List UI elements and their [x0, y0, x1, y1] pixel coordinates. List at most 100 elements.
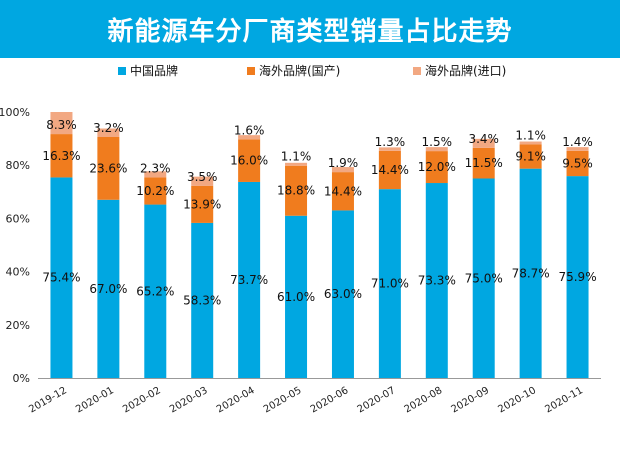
- x-tick-label: 2020-06: [309, 385, 351, 415]
- data-label-domestic: 58.3%: [183, 293, 221, 307]
- y-tick-label: 20%: [6, 319, 30, 332]
- x-tick-label: 2019-12: [27, 385, 69, 415]
- data-label-overseas-import: 1.3%: [375, 135, 406, 149]
- y-tick-label: 80%: [6, 159, 30, 172]
- bar-segment-overseas-import: [285, 162, 308, 166]
- legend-item-overseas-local: 海外品牌(国产): [247, 62, 340, 79]
- bar-segment-overseas-import: [378, 147, 401, 151]
- data-label-domestic: 78.7%: [512, 266, 550, 280]
- bar-segment-domestic: [519, 168, 542, 378]
- data-label-overseas-import: 2.3%: [140, 161, 171, 175]
- x-tick-label: 2020-10: [496, 385, 538, 415]
- data-label-overseas-import: 1.4%: [562, 135, 593, 149]
- bar-segment-overseas-local: [191, 185, 214, 223]
- data-label-overseas-import: 1.6%: [234, 123, 265, 137]
- data-label-domestic: 71.0%: [371, 277, 409, 291]
- legend-label-overseas-import: 海外品牌(进口): [425, 64, 507, 78]
- data-label-overseas-import: 3.2%: [93, 121, 124, 135]
- bar-segment-domestic: [50, 177, 73, 378]
- bar-segment-overseas-local: [285, 165, 308, 216]
- data-label-overseas-local: 18.8%: [277, 184, 315, 198]
- data-label-overseas-local: 11.5%: [465, 156, 503, 170]
- bar-segment-domestic: [331, 210, 354, 378]
- bar-segment-overseas-local: [97, 137, 120, 200]
- data-label-overseas-import: 8.3%: [46, 118, 77, 132]
- x-tick-label: 2020-04: [215, 385, 257, 415]
- bar-segment-overseas-local: [378, 150, 401, 190]
- y-tick-label: 100%: [0, 106, 30, 119]
- data-label-overseas-local: 16.3%: [42, 149, 80, 163]
- data-label-overseas-import: 1.5%: [422, 135, 453, 149]
- bar-segment-domestic: [144, 204, 167, 378]
- data-label-domestic: 75.4%: [42, 271, 80, 285]
- x-tick-label: 2020-01: [74, 385, 116, 415]
- bar-segment-overseas-local: [472, 147, 495, 179]
- legend-item-overseas-import: 海外品牌(进口): [413, 62, 506, 79]
- data-label-overseas-local: 12.0%: [418, 160, 456, 174]
- bar-segment-domestic: [566, 176, 589, 378]
- legend: 中国品牌 海外品牌(国产) 海外品牌(进口): [0, 62, 620, 82]
- bar-segment-overseas-local: [519, 144, 542, 169]
- bar-segment-overseas-local: [144, 177, 167, 205]
- bar-segment-overseas-import: [566, 147, 589, 151]
- legend-swatch-domestic: [118, 66, 126, 75]
- x-tick-label: 2020-09: [450, 385, 492, 415]
- data-label-overseas-local: 23.6%: [89, 161, 127, 175]
- data-label-domestic: 73.3%: [418, 274, 456, 288]
- title-bar: 新能源车分厂商类型销量占比走势: [0, 0, 620, 58]
- data-label-overseas-local: 13.9%: [183, 197, 221, 211]
- data-label-domestic: 75.9%: [558, 270, 596, 284]
- legend-label-domestic: 中国品牌: [130, 64, 179, 78]
- x-tick-label: 2020-02: [121, 385, 163, 415]
- data-label-overseas-local: 14.4%: [324, 184, 362, 198]
- x-tick-label: 2020-05: [262, 385, 304, 415]
- data-label-overseas-import: 1.1%: [515, 128, 546, 142]
- data-label-domestic: 75.0%: [465, 271, 503, 285]
- bar-segment-overseas-import: [331, 167, 354, 173]
- bar-segment-overseas-import: [97, 128, 120, 138]
- bar-segment-overseas-import: [50, 112, 73, 135]
- data-label-overseas-local: 10.2%: [136, 184, 174, 198]
- legend-swatch-overseas-import: [413, 66, 421, 75]
- bar-segment-domestic: [425, 183, 448, 378]
- bar-segment-overseas-import: [425, 147, 448, 152]
- y-tick-label: 60%: [6, 212, 30, 225]
- bar-segment-overseas-local: [238, 139, 261, 182]
- bar-segment-domestic: [472, 178, 495, 378]
- y-tick-label: 0%: [13, 372, 30, 385]
- data-label-domestic: 73.7%: [230, 273, 268, 287]
- legend-label-overseas-local: 海外品牌(国产): [259, 64, 341, 78]
- bar-segment-overseas-import: [519, 141, 542, 145]
- bar-segment-overseas-import: [191, 176, 214, 186]
- bar-segment-overseas-local: [566, 150, 589, 177]
- data-label-overseas-import: 1.1%: [281, 150, 312, 164]
- x-tick-label: 2020-08: [403, 385, 445, 415]
- data-label-overseas-local: 9.1%: [515, 150, 546, 164]
- data-label-overseas-local: 16.0%: [230, 154, 268, 168]
- bar-segment-overseas-import: [144, 171, 167, 178]
- bar-segment-overseas-local: [425, 151, 448, 184]
- bar-segment-overseas-local: [331, 172, 354, 211]
- legend-swatch-overseas-local: [247, 66, 255, 75]
- chart-title: 新能源车分厂商类型销量占比走势: [107, 16, 513, 47]
- legend-item-domestic: 中国品牌: [118, 62, 178, 79]
- bar-segment-domestic: [238, 181, 261, 378]
- bar-segment-domestic: [378, 189, 401, 378]
- x-tick-label: 2020-07: [356, 385, 398, 415]
- y-tick-label: 40%: [6, 266, 30, 279]
- bar-segment-domestic: [191, 222, 214, 378]
- data-label-domestic: 65.2%: [136, 284, 174, 298]
- data-label-overseas-import: 1.9%: [328, 156, 359, 170]
- data-label-overseas-local: 14.4%: [371, 163, 409, 177]
- data-label-domestic: 61.0%: [277, 290, 315, 304]
- data-label-domestic: 67.0%: [89, 282, 127, 296]
- bar-segment-overseas-import: [472, 138, 495, 148]
- bar-segment-overseas-local: [50, 134, 73, 178]
- data-label-overseas-import: 3.5%: [187, 170, 218, 184]
- x-tick-label: 2020-11: [543, 385, 585, 415]
- bar-segment-domestic: [97, 199, 120, 378]
- bar-segment-overseas-import: [238, 135, 261, 140]
- data-label-domestic: 63.0%: [324, 287, 362, 301]
- x-tick-label: 2020-03: [168, 385, 210, 415]
